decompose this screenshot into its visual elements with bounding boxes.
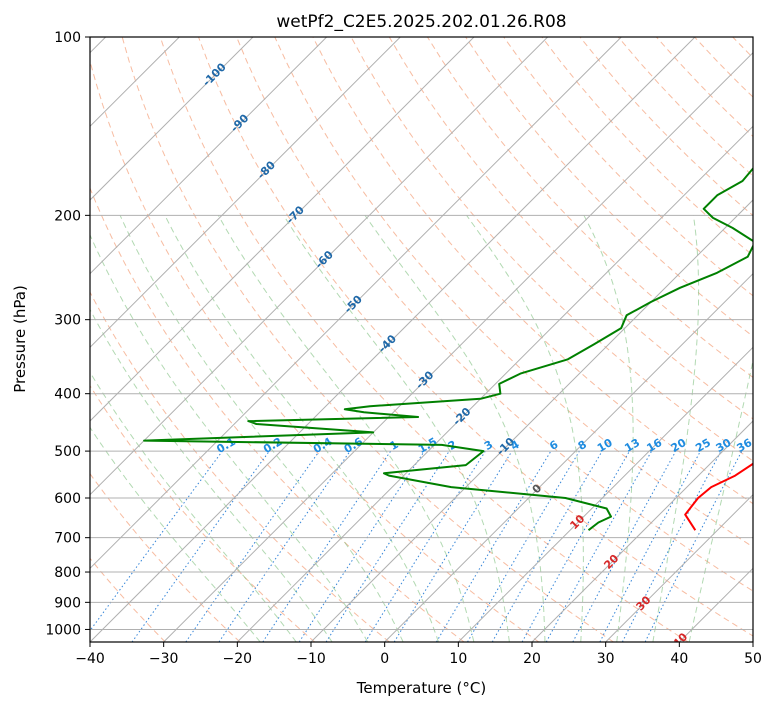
x-tick-label: 10 [449,651,467,667]
x-tick-label: −10 [296,651,326,667]
x-tick-label: −40 [75,651,105,667]
y-tick-label: 600 [54,491,81,507]
x-axis-title: Temperature (°C) [356,679,486,697]
y-tick-label: 800 [54,565,81,581]
y-tick-label: 100 [54,30,81,46]
y-tick-label: 500 [54,444,81,460]
x-tick-label: −30 [149,651,179,667]
x-tick-label: 50 [744,651,762,667]
y-tick-label: 200 [54,208,81,224]
y-tick-label: 900 [54,595,81,611]
x-tick-label: 20 [523,651,541,667]
y-tick-label: 400 [54,387,81,403]
y-tick-label: 300 [54,313,81,329]
y-tick-label: 1000 [45,622,81,638]
y-axis-title: Pressure (hPa) [11,285,29,393]
chart-title: wetPf2_C2E5.2025.202.01.26.R08 [276,12,566,32]
x-tick-label: −20 [223,651,253,667]
y-tick-label: 700 [54,531,81,547]
x-tick-label: 40 [670,651,688,667]
x-tick-label: 0 [380,651,389,667]
x-tick-label: 30 [597,651,615,667]
